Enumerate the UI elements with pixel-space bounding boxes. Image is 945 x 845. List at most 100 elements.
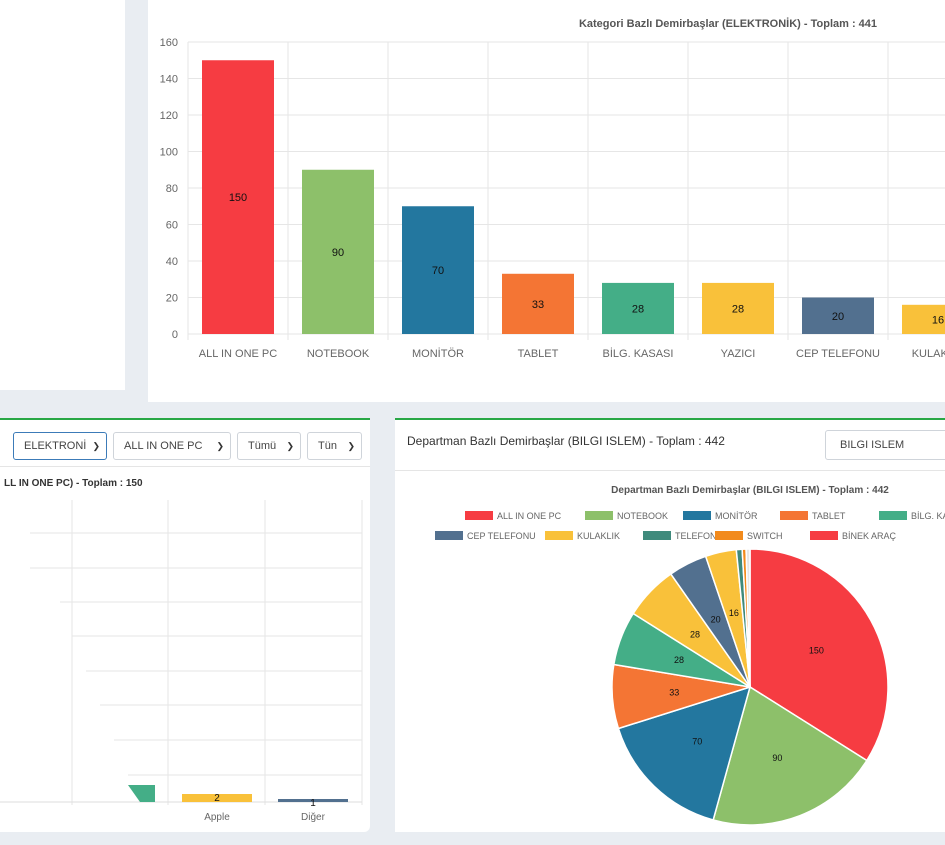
- bar[interactable]: [802, 297, 874, 335]
- pie-slice[interactable]: [617, 685, 752, 821]
- y-tick-label: 80: [166, 183, 178, 195]
- legend-label[interactable]: MONİTÖR: [715, 511, 758, 521]
- pie-slice-label: 70: [692, 737, 702, 747]
- left-background: [0, 0, 125, 390]
- legend-label[interactable]: ALL IN ONE PC: [497, 511, 562, 521]
- bar-value-label: 16: [932, 314, 944, 326]
- y-tick-label: 40: [166, 256, 178, 268]
- pie-slice-label: 16: [729, 608, 739, 618]
- pie-slice[interactable]: [749, 548, 889, 762]
- y-tick-label: 120: [160, 110, 178, 122]
- bar-value-label: 28: [632, 303, 644, 315]
- pie-slice-label: 20: [711, 614, 721, 624]
- department-select[interactable]: BILGI ISLEM: [825, 430, 945, 460]
- legend-swatch[interactable]: [465, 511, 493, 520]
- category-chart-panel: Kategori Bazlı Demirbaşlar (ELEKTRONİK) …: [148, 0, 945, 402]
- legend-label[interactable]: CEP TELEFONU: [467, 531, 536, 541]
- legend-label[interactable]: TABLET: [812, 511, 846, 521]
- bar[interactable]: [128, 785, 155, 802]
- x-tick-label: Diğer: [301, 812, 326, 823]
- bar[interactable]: [502, 273, 574, 334]
- divider: [0, 466, 370, 467]
- legend-label[interactable]: KULAKLIK: [577, 531, 620, 541]
- bar-value-label: 20: [832, 311, 844, 323]
- subcategory-select-value: ALL IN ONE PC: [124, 440, 203, 452]
- bar[interactable]: [902, 304, 945, 334]
- bar-value-label: 2: [214, 793, 220, 804]
- legend-label[interactable]: NOTEBOOK: [617, 511, 668, 521]
- x-tick-label: Apple: [204, 812, 230, 823]
- pie-slice-label: 90: [772, 753, 782, 763]
- x-tick-label: KULAKLIK: [912, 348, 945, 360]
- bar[interactable]: [278, 799, 348, 802]
- filter4-select[interactable]: Tün ❯: [307, 432, 362, 460]
- bar[interactable]: [402, 206, 474, 334]
- legend-swatch[interactable]: [435, 531, 463, 540]
- x-tick-label: TABLET: [518, 348, 559, 360]
- brand-chart-title: LL IN ONE PC) - Toplam : 150: [4, 478, 143, 489]
- chevron-down-icon: ❯: [286, 441, 294, 451]
- brand-chart-panel: ELEKTRONİ ❯ ALL IN ONE PC ❯ Tümü ❯ Tün ❯…: [0, 418, 370, 832]
- category-bar-chart: Kategori Bazlı Demirbaşlar (ELEKTRONİK) …: [160, 17, 945, 360]
- legend-swatch[interactable]: [683, 511, 711, 520]
- y-tick-label: 160: [160, 37, 178, 49]
- category-select[interactable]: ELEKTRONİ ❯: [13, 432, 107, 460]
- subcategory-select[interactable]: ALL IN ONE PC ❯: [113, 432, 231, 460]
- x-tick-label: CEP TELEFONU: [796, 348, 880, 360]
- x-tick-label: NOTEBOOK: [307, 348, 370, 360]
- department-panel-header: Departman Bazlı Demirbaşlar (BILGI ISLEM…: [407, 434, 725, 448]
- department-pie-chart: Departman Bazlı Demirbaşlar (BILGI ISLEM…: [435, 485, 945, 826]
- y-tick-label: 100: [160, 147, 178, 159]
- x-tick-label: BİLG. KASASI: [603, 347, 674, 360]
- bar-value-label: 90: [332, 247, 344, 259]
- filter3-select-value: Tümü: [248, 440, 277, 452]
- legend-swatch[interactable]: [715, 531, 743, 540]
- legend-swatch[interactable]: [879, 511, 907, 520]
- pie-slice-label: 28: [690, 630, 700, 640]
- x-tick-label: MONİTÖR: [412, 347, 464, 360]
- bar-value-label: 150: [229, 192, 247, 204]
- bar-value-label: 1: [310, 798, 316, 809]
- chevron-down-icon: ❯: [92, 441, 100, 451]
- legend-swatch[interactable]: [810, 531, 838, 540]
- y-tick-label: 0: [172, 329, 178, 341]
- pie-chart-title: Departman Bazlı Demirbaşlar (BILGI ISLEM…: [611, 485, 889, 496]
- bar-value-label: 33: [532, 299, 544, 311]
- bar[interactable]: [302, 169, 374, 334]
- y-tick-label: 20: [166, 293, 178, 305]
- chevron-down-icon: ❯: [216, 441, 224, 451]
- x-tick-label: YAZICI: [721, 348, 756, 360]
- y-tick-label: 60: [166, 220, 178, 232]
- legend-label[interactable]: BİNEK ARAÇ: [842, 531, 897, 541]
- legend-label[interactable]: TELEFON: [675, 531, 717, 541]
- filter3-select[interactable]: Tümü ❯: [237, 432, 301, 460]
- legend-label[interactable]: SWITCH: [747, 531, 783, 541]
- chevron-down-icon: ❯: [347, 441, 355, 451]
- legend-swatch[interactable]: [780, 511, 808, 520]
- pie-slice[interactable]: [712, 685, 868, 826]
- bar-value-label: 28: [732, 303, 744, 315]
- legend-swatch[interactable]: [545, 531, 573, 540]
- x-tick-label: ALL IN ONE PC: [199, 348, 278, 360]
- bar[interactable]: [202, 60, 274, 334]
- legend-label[interactable]: BİLG. KASASI: [911, 511, 945, 521]
- filter-bar: ELEKTRONİ ❯ ALL IN ONE PC ❯ Tümü ❯ Tün ❯: [0, 432, 370, 464]
- pie-slice-label: 28: [674, 655, 684, 665]
- filter4-select-value: Tün: [318, 440, 337, 452]
- bar[interactable]: [602, 282, 674, 334]
- divider: [395, 470, 945, 471]
- y-tick-label: 140: [160, 74, 178, 86]
- department-chart-panel: Departman Bazlı Demirbaşlar (BILGI ISLEM…: [395, 418, 945, 832]
- category-select-value: ELEKTRONİ: [24, 440, 87, 452]
- bar[interactable]: [182, 794, 252, 802]
- category-chart-title: Kategori Bazlı Demirbaşlar (ELEKTRONİK) …: [579, 17, 877, 30]
- bar[interactable]: [702, 282, 774, 334]
- pie-slice[interactable]: [745, 548, 751, 688]
- department-select-value: BILGI ISLEM: [840, 439, 905, 451]
- pie-slice-label: 150: [809, 645, 824, 655]
- legend-swatch[interactable]: [585, 511, 613, 520]
- pie-slice-label: 33: [669, 687, 679, 697]
- legend-swatch[interactable]: [643, 531, 671, 540]
- brand-bar-chart: 2 Apple 1 Diğer: [0, 500, 363, 823]
- bar-value-label: 70: [432, 265, 444, 277]
